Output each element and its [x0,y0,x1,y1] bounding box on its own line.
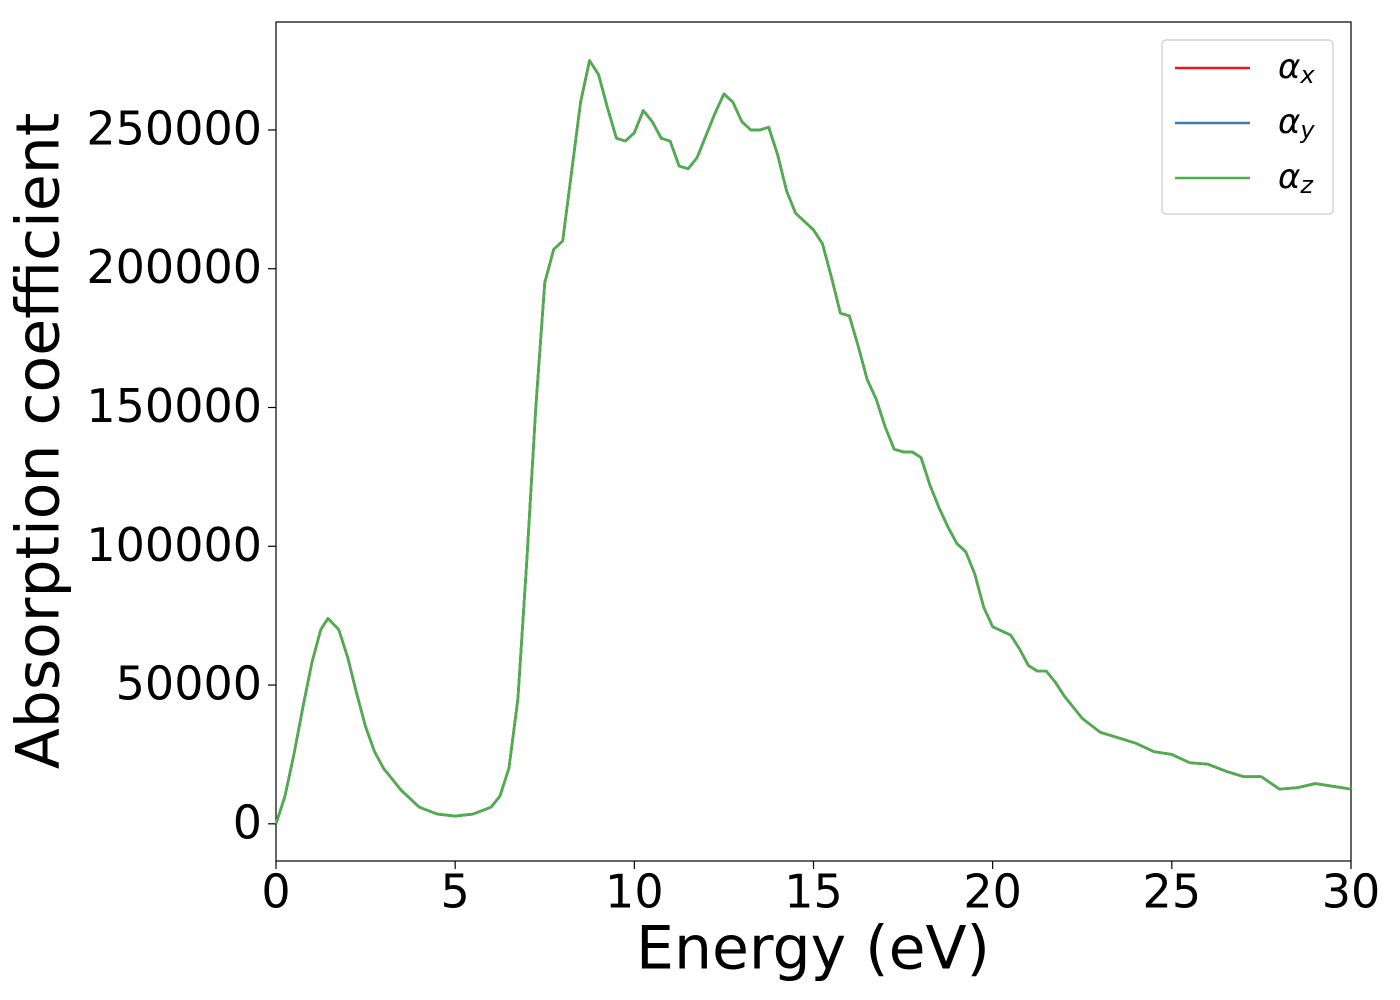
x-tick-label: 15 [784,865,843,919]
legend-label: αz [1278,157,1314,200]
y-tick-label: 0 [233,795,262,849]
y-tick-label: 150000 [86,379,262,433]
x-tick-label: 0 [261,865,290,919]
x-tick-label: 30 [1322,865,1381,919]
x-tick-label: 5 [441,865,470,919]
legend-box [1161,39,1334,215]
legend-label: αx [1278,47,1315,90]
y-tick-label: 100000 [86,518,262,572]
x-tick-label: 20 [963,865,1022,919]
y-tick-label: 50000 [116,657,262,711]
y-tick-label: 250000 [86,101,262,155]
y-tick-label: 200000 [86,240,262,294]
data-line [274,59,1352,825]
y-axis-label: Absorption coefficient [4,113,74,770]
x-axis-label: Energy (eV) [636,914,990,984]
x-tick-label: 10 [605,865,664,919]
legend-label: αy [1278,102,1315,145]
x-tick-label: 25 [1143,865,1202,919]
